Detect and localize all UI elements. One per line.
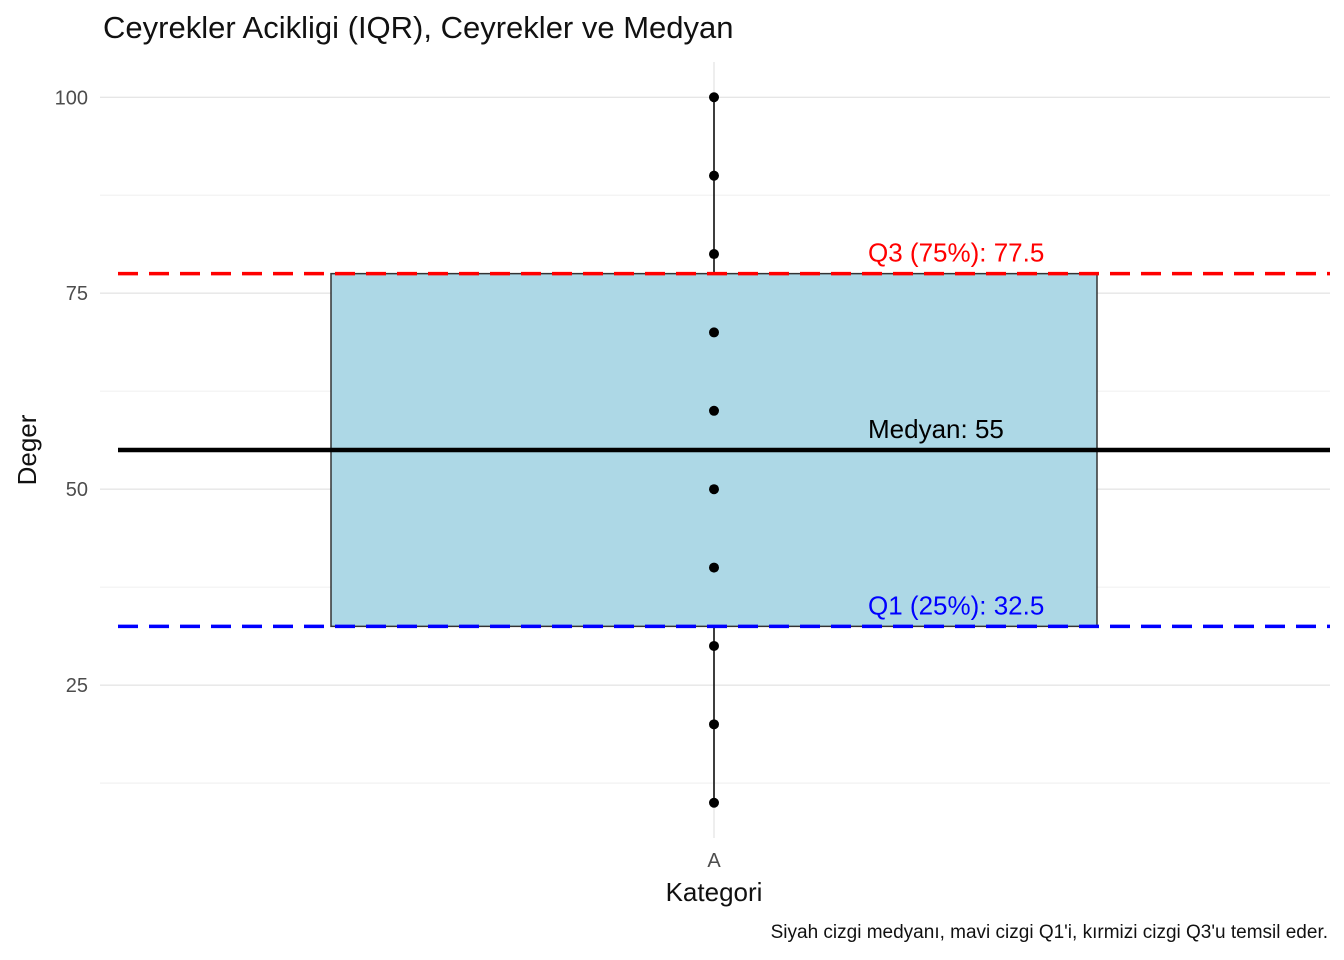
q3-label: Q3 (75%): 77.5 xyxy=(868,238,1044,268)
data-point xyxy=(709,797,719,808)
data-point xyxy=(709,405,719,416)
data-point xyxy=(709,484,719,495)
data-point xyxy=(709,92,719,103)
y-axis-title: Deger xyxy=(12,414,42,485)
data-point xyxy=(709,640,719,651)
data-point xyxy=(709,249,719,260)
y-tick-label: 25 xyxy=(66,675,88,697)
data-point xyxy=(709,562,719,573)
data-point xyxy=(709,327,719,338)
y-tick-label: 50 xyxy=(66,479,88,501)
y-tick-label: 100 xyxy=(55,87,88,109)
q1-label: Q1 (25%): 32.5 xyxy=(868,590,1044,620)
y-tick-label: 75 xyxy=(66,283,88,305)
chart-caption: Siyah cizgi medyanı, mavi cizgi Q1'i, kı… xyxy=(770,922,1328,943)
chart-title: Ceyrekler Acikligi (IQR), Ceyrekler ve M… xyxy=(103,10,734,45)
data-point xyxy=(709,170,719,181)
data-point xyxy=(709,719,719,730)
x-axis-title: Kategori xyxy=(666,877,763,907)
medyan-label: Medyan: 55 xyxy=(868,414,1004,444)
x-tick-label: A xyxy=(707,850,721,872)
